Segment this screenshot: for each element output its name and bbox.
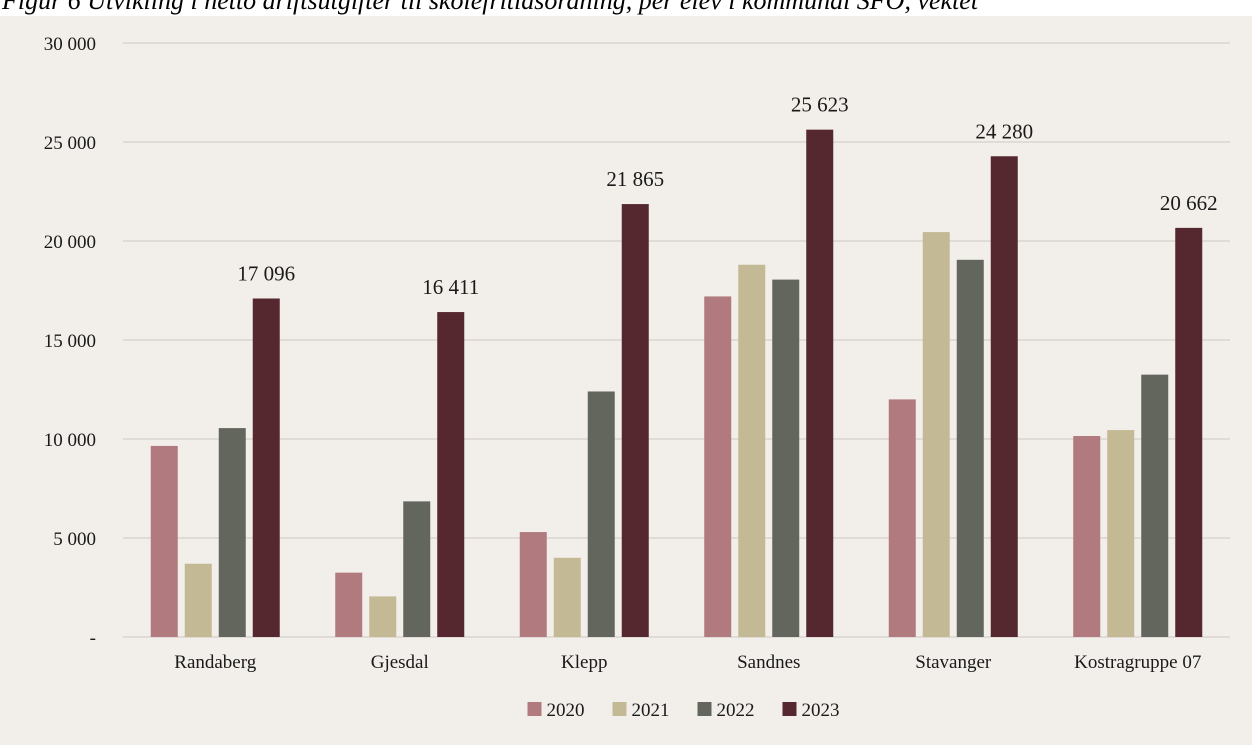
data-label: 24 280: [975, 119, 1033, 143]
bar-2021: [738, 264, 766, 637]
bar-2021: [1107, 430, 1135, 637]
x-tick-label: Gjesdal: [371, 652, 429, 673]
bar-2020: [704, 296, 732, 637]
gridlines: [123, 42, 1230, 638]
bar-2021: [184, 563, 212, 637]
bar-2023: [252, 298, 280, 637]
bar-2022: [403, 501, 431, 637]
figure-caption: Figur 6 Utvikling i netto driftsutgifter…: [2, 0, 979, 15]
y-tick-label: 15 000: [44, 331, 96, 352]
bar-2020: [335, 572, 363, 637]
data-label: 16 411: [422, 275, 479, 299]
legend-label: 2023: [802, 700, 840, 721]
data-label: 20 662: [1160, 191, 1218, 215]
bar-2022: [1141, 374, 1169, 637]
bar-2020: [519, 532, 547, 637]
x-tick-label: Randaberg: [174, 652, 256, 673]
y-tick-label: 30 000: [44, 34, 96, 55]
data-label: 21 865: [606, 167, 664, 191]
data-label: 17 096: [237, 261, 295, 285]
bar-2023: [621, 204, 649, 637]
y-tick-label: -: [90, 628, 96, 649]
legend-swatch-2023: [782, 702, 797, 716]
x-tick-label: Stavanger: [915, 652, 992, 673]
x-tick-label: Kostragruppe 07: [1074, 652, 1201, 673]
y-tick-label: 10 000: [44, 430, 96, 451]
bar-2020: [150, 445, 178, 637]
x-tick-label: Sandnes: [737, 652, 800, 673]
legend-label: 2022: [717, 700, 755, 721]
x-tick-label: Klepp: [561, 652, 607, 673]
x-axis-ticks: Randaberg Gjesdal Klepp Sandnes Stavanger Kos…: [174, 652, 1201, 673]
bar-chart: - 5 000 10 000 15 000 20 000 25 000 30 000 17 …: [44, 34, 1230, 721]
bar-2023: [437, 312, 465, 637]
data-label: 25 623: [791, 93, 849, 117]
legend: 2020 2021 2022 2023: [527, 700, 840, 721]
bar-2023: [990, 156, 1018, 638]
y-tick-label: 5 000: [53, 529, 96, 550]
y-tick-label: 20 000: [44, 232, 96, 253]
bar-2022: [772, 279, 800, 637]
y-axis-ticks: - 5 000 10 000 15 000 20 000 25 000 30 000: [44, 34, 96, 649]
bars: [150, 129, 1203, 638]
bar-2020: [888, 399, 916, 637]
legend-swatch-2020: [527, 702, 542, 716]
bar-2023: [806, 129, 834, 637]
legend-swatch-2022: [697, 702, 712, 716]
chart-area: - 5 000 10 000 15 000 20 000 25 000 30 000 17 …: [0, 16, 1252, 745]
bar-2022: [587, 391, 615, 637]
bar-2022: [956, 259, 984, 637]
legend-label: 2020: [547, 700, 585, 721]
bar-2020: [1073, 436, 1101, 637]
bar-2023: [1175, 227, 1203, 637]
legend-label: 2021: [632, 700, 670, 721]
data-labels: 17 096 16 411 21 865 25 623 24 280 20 662: [237, 93, 1217, 299]
y-tick-label: 25 000: [44, 133, 96, 154]
bar-2022: [218, 428, 246, 637]
bar-2021: [553, 557, 581, 637]
legend-swatch-2021: [612, 702, 627, 716]
bar-2021: [369, 596, 397, 637]
bar-2021: [922, 232, 950, 637]
